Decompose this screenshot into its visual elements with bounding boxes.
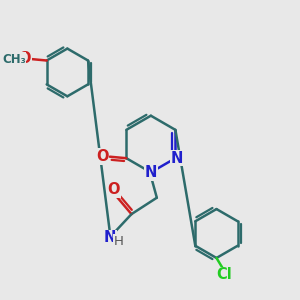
Text: O: O	[96, 149, 109, 164]
Text: O: O	[107, 182, 120, 197]
Text: O: O	[19, 51, 31, 66]
Text: CH₃: CH₃	[2, 52, 26, 65]
Text: H: H	[114, 235, 124, 248]
Text: N: N	[171, 151, 183, 166]
Text: N: N	[145, 165, 157, 180]
Text: Cl: Cl	[216, 268, 232, 283]
Text: N: N	[103, 230, 116, 245]
